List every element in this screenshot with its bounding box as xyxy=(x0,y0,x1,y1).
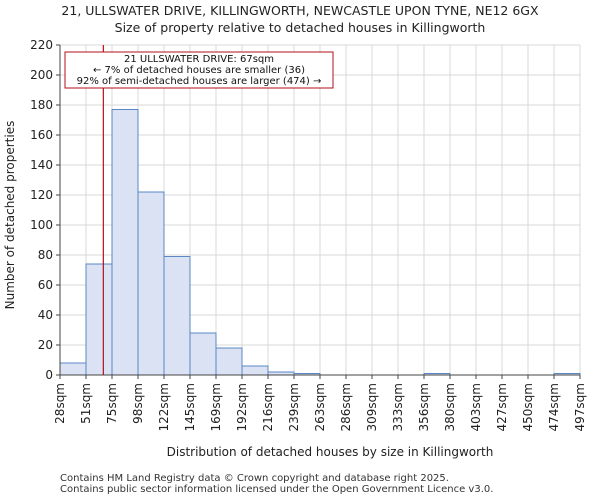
y-axis-label: Number of detached properties xyxy=(3,121,17,310)
y-tick-label: 160 xyxy=(30,128,53,142)
x-tick-label: 403sqm xyxy=(469,383,483,431)
y-tick-label: 140 xyxy=(30,158,53,172)
annotation-box xyxy=(64,51,334,89)
x-tick-label: 75sqm xyxy=(105,383,119,424)
x-tick-label: 427sqm xyxy=(495,383,509,431)
y-tick-label: 200 xyxy=(30,68,53,82)
y-tick-label: 180 xyxy=(30,98,53,112)
x-tick-label: 309sqm xyxy=(365,383,379,431)
annotation-line-2: ← 7% of detached houses are smaller (36) xyxy=(93,65,305,76)
x-tick-label: 28sqm xyxy=(53,383,67,424)
y-tick-label: 60 xyxy=(38,278,53,292)
x-tick-label: 51sqm xyxy=(79,383,93,424)
footer-licence: Contains public sector information licen… xyxy=(60,484,494,495)
histogram-bar xyxy=(59,362,87,376)
x-tick-label: 497sqm xyxy=(573,383,587,431)
y-tick-label: 120 xyxy=(30,188,53,202)
x-tick-label: 192sqm xyxy=(235,383,249,431)
footer-copyright: Contains HM Land Registry data © Crown c… xyxy=(60,473,449,484)
chart-title: 21, ULLSWATER DRIVE, KILLINGWORTH, NEWCA… xyxy=(61,3,539,18)
y-tick-label: 20 xyxy=(38,338,53,352)
x-tick-label: 263sqm xyxy=(313,383,327,431)
x-tick-label: 216sqm xyxy=(261,383,275,431)
y-tick-label: 220 xyxy=(30,38,53,52)
annotation: 21 ULLSWATER DRIVE: 67sqm← 7% of detache… xyxy=(64,45,334,375)
histogram-bar xyxy=(241,365,269,376)
axes: 0 20 40 60 80 100 120 140 160 180 200 220 28sqm 51sqm… xyxy=(30,38,587,431)
histogram-bar xyxy=(189,332,217,376)
y-tick-label: 40 xyxy=(38,308,53,322)
x-tick-label: 356sqm xyxy=(417,383,431,431)
annotation-line-3: 92% of semi-detached houses are larger (… xyxy=(77,76,322,87)
y-tick-label: 0 xyxy=(45,368,53,382)
x-tick-label: 333sqm xyxy=(391,383,405,431)
annotation-line-1: 21 ULLSWATER DRIVE: 67sqm xyxy=(124,54,274,65)
x-tick-label: 286sqm xyxy=(339,383,353,431)
x-tick-label: 474sqm xyxy=(547,383,561,431)
chart-subtitle: Size of property relative to detached ho… xyxy=(114,20,486,35)
x-tick-label: 169sqm xyxy=(209,383,223,431)
x-tick-label: 145sqm xyxy=(183,383,197,431)
y-tick-label: 100 xyxy=(30,218,53,232)
x-tick-label: 122sqm xyxy=(157,383,171,431)
histogram-bar xyxy=(85,263,113,376)
histogram-bar xyxy=(215,347,243,376)
histogram-bar xyxy=(137,191,165,376)
x-axis-label: Distribution of detached houses by size … xyxy=(167,445,494,459)
x-tick-label: 239sqm xyxy=(287,383,301,431)
bars xyxy=(59,109,581,376)
x-tick-label: 98sqm xyxy=(131,383,145,424)
x-tick-label: 380sqm xyxy=(443,383,457,431)
histogram-bar xyxy=(163,256,191,376)
y-tick-label: 80 xyxy=(38,248,53,262)
histogram-bar xyxy=(111,109,139,376)
x-tick-label: 450sqm xyxy=(521,383,535,431)
